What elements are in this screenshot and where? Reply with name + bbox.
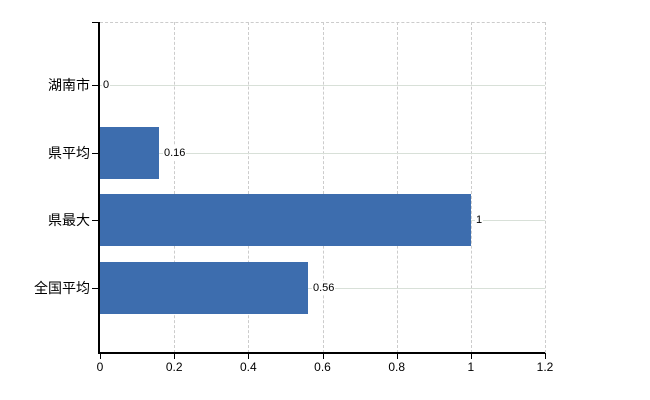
- category-gridline: [100, 153, 545, 154]
- category-gridline: [100, 85, 545, 86]
- x-gridline: [174, 22, 176, 353]
- category-label: 県最大: [48, 212, 90, 228]
- bar-value-label: 1: [475, 213, 484, 227]
- x-tick-label: 0: [96, 360, 104, 374]
- category-label: 県平均: [48, 145, 90, 161]
- x-axis: [98, 352, 545, 354]
- y-axis-tick: [92, 85, 100, 86]
- x-tick-label: 0.6: [314, 360, 331, 374]
- bar-value-label: 0.56: [312, 281, 336, 295]
- x-gridline: [248, 22, 250, 353]
- bar-3: [100, 194, 471, 246]
- x-tick-label: 0.4: [239, 360, 257, 374]
- bar-2: [100, 127, 159, 179]
- x-tick-label: 0.8: [388, 360, 405, 374]
- x-axis-tick: [322, 353, 324, 359]
- plot-area: 0 0.16 1 0.56: [100, 22, 546, 353]
- x-gridline: [322, 22, 324, 353]
- x-tick-label: 0.2: [165, 360, 183, 374]
- y-axis: [98, 22, 100, 354]
- x-gridline: [396, 22, 398, 353]
- x-axis-tick: [470, 353, 472, 359]
- x-axis-tick: [174, 353, 176, 359]
- x-axis-tick: [248, 353, 250, 359]
- y-axis-tick: [92, 220, 100, 221]
- category-label: 湖南市: [48, 77, 90, 93]
- x-gridline: [470, 22, 472, 353]
- x-axis-tick: [100, 353, 101, 359]
- x-tick-label: 1.2: [536, 360, 554, 374]
- bar-4: [100, 262, 308, 314]
- x-gridline: [545, 22, 546, 353]
- x-axis-tick: [545, 353, 546, 359]
- x-tick-label: 1: [467, 360, 475, 374]
- y-axis-tick: [92, 288, 100, 289]
- bar-value-label: 0.16: [163, 146, 187, 160]
- y-axis-tick: [92, 153, 100, 154]
- category-label: 全国平均: [34, 280, 90, 296]
- bar-value-label: 0: [102, 78, 111, 92]
- y-axis-end-tick: [92, 22, 100, 23]
- x-axis-tick: [396, 353, 398, 359]
